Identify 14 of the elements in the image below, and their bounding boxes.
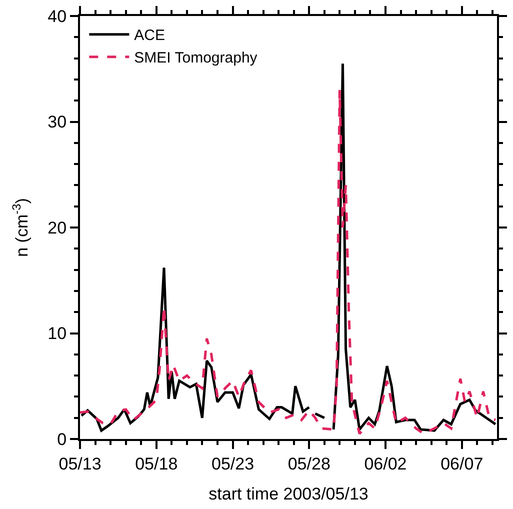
x-tick-label: 05/13 bbox=[58, 454, 102, 474]
y-tick-label: 20 bbox=[48, 218, 67, 238]
x-tick-label: 06/02 bbox=[364, 454, 407, 474]
x-axis-title: start time 2003/05/13 bbox=[208, 484, 368, 504]
legend-label: SMEI Tomography bbox=[134, 50, 258, 67]
y-tick-label: 40 bbox=[48, 6, 67, 26]
x-tick-label: 06/07 bbox=[440, 454, 484, 474]
y-tick-label: 30 bbox=[48, 112, 67, 132]
x-tick-label: 05/23 bbox=[211, 454, 254, 474]
x-tick-label: 05/18 bbox=[135, 454, 178, 474]
legend-label: ACE bbox=[134, 27, 166, 44]
x-tick-label: 05/28 bbox=[288, 454, 330, 474]
y-tick-label: 0 bbox=[57, 430, 67, 449]
y-tick-label: 10 bbox=[48, 324, 67, 344]
